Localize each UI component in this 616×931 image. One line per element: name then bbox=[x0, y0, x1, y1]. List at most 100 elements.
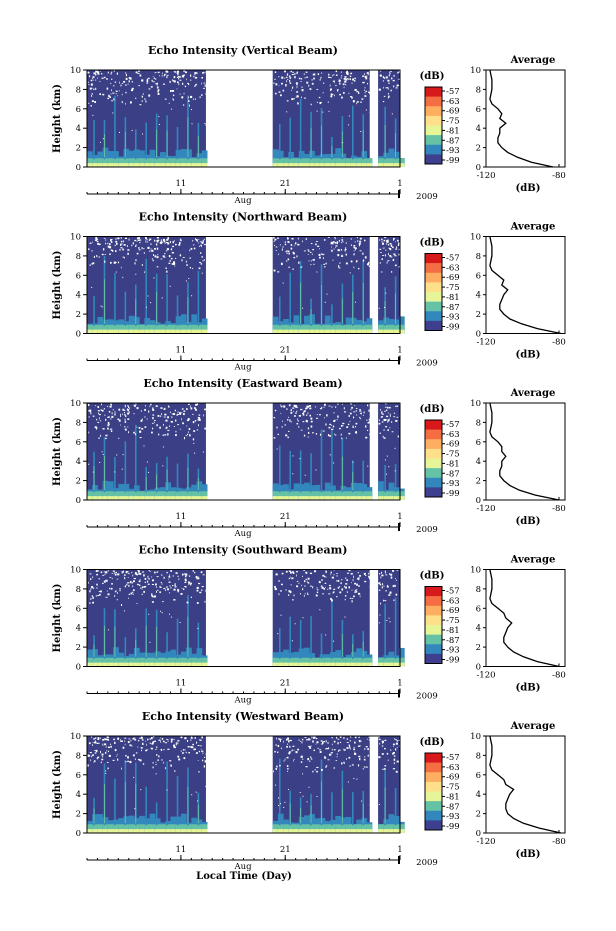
missing-data-speck bbox=[189, 104, 190, 107]
colorbar-swatch bbox=[425, 653, 442, 664]
missing-data-speck bbox=[94, 737, 97, 739]
missing-data-speck bbox=[385, 572, 387, 574]
missing-data-speck bbox=[334, 94, 335, 97]
missing-data-speck bbox=[318, 96, 321, 99]
missing-data-speck bbox=[348, 415, 350, 417]
panel-3: Echo Intensity (Eastward Beam)0246810Hei… bbox=[52, 377, 566, 539]
missing-data-speck bbox=[302, 773, 304, 775]
missing-data-speck bbox=[310, 756, 312, 758]
missing-data-speck bbox=[287, 737, 290, 740]
missing-data-speck bbox=[353, 253, 355, 256]
missing-data-speck bbox=[103, 580, 106, 583]
echo-layer-yellow bbox=[298, 829, 305, 833]
echo-layer-yellow bbox=[361, 662, 368, 667]
missing-data-speck bbox=[344, 616, 346, 618]
missing-data-speck bbox=[122, 408, 125, 411]
missing-data-speck bbox=[168, 406, 170, 408]
missing-data-speck bbox=[97, 421, 100, 423]
missing-data-speck bbox=[181, 412, 183, 414]
missing-data-speck bbox=[124, 425, 126, 428]
echo-layer-blue bbox=[196, 481, 203, 500]
missing-data-speck bbox=[173, 261, 176, 264]
missing-data-speck bbox=[275, 246, 278, 248]
missing-data-speck bbox=[280, 262, 283, 265]
missing-data-speck bbox=[203, 71, 205, 74]
missing-data-speck bbox=[111, 100, 114, 102]
missing-data-speck bbox=[393, 599, 395, 601]
missing-data-speck bbox=[356, 260, 358, 262]
missing-data-speck bbox=[275, 573, 278, 576]
missing-data-speck bbox=[392, 768, 396, 770]
missing-data-speck bbox=[337, 403, 339, 405]
missing-data-speck bbox=[390, 256, 393, 258]
missing-data-speck bbox=[176, 77, 179, 79]
missing-data-speck bbox=[115, 240, 118, 243]
missing-data-speck bbox=[195, 84, 197, 86]
missing-data-speck bbox=[115, 571, 117, 574]
echo-streak-core bbox=[166, 469, 168, 491]
missing-data-speck bbox=[165, 767, 166, 770]
missing-data-speck bbox=[169, 411, 172, 413]
missing-data-speck bbox=[114, 591, 116, 593]
missing-data-speck bbox=[287, 236, 289, 239]
missing-data-speck bbox=[280, 94, 282, 97]
missing-data-speck bbox=[165, 426, 168, 429]
missing-data-speck bbox=[156, 576, 159, 578]
missing-data-speck bbox=[146, 239, 148, 241]
missing-data-speck bbox=[131, 572, 133, 574]
profile-frame bbox=[485, 735, 566, 834]
missing-data-speck bbox=[133, 737, 136, 739]
missing-data-speck bbox=[198, 238, 200, 240]
missing-data-speck bbox=[345, 577, 347, 579]
missing-data-speck bbox=[285, 84, 287, 85]
missing-data-speck bbox=[380, 602, 382, 605]
echo-streak-core bbox=[187, 787, 189, 824]
missing-data-speck bbox=[196, 589, 199, 592]
colorbar-swatch bbox=[425, 439, 442, 450]
missing-data-speck bbox=[135, 259, 137, 262]
missing-data-speck bbox=[351, 764, 354, 766]
missing-data-speck bbox=[189, 95, 192, 98]
missing-data-speck bbox=[326, 747, 329, 750]
missing-data-speck bbox=[354, 751, 356, 753]
echo-layer-teal bbox=[154, 657, 161, 667]
echo-layer-yellow bbox=[144, 496, 151, 500]
missing-data-speck bbox=[179, 241, 181, 245]
missing-data-speck bbox=[379, 743, 381, 745]
missing-data-speck bbox=[386, 409, 388, 412]
missing-data-speck bbox=[296, 96, 299, 98]
echo-layer-teal bbox=[139, 657, 145, 667]
missing-data-speck bbox=[205, 91, 208, 93]
colorbar-swatch bbox=[425, 282, 442, 293]
year-label: 2009 bbox=[416, 692, 438, 702]
missing-data-speck bbox=[124, 404, 126, 407]
missing-data-speck bbox=[114, 471, 116, 473]
missing-data-speck bbox=[355, 408, 358, 409]
echo-layer-blue bbox=[304, 647, 310, 667]
missing-data-speck bbox=[102, 574, 105, 576]
missing-data-speck bbox=[181, 75, 184, 78]
echo-layer-teal bbox=[345, 824, 352, 833]
y-tick-label: 0 bbox=[76, 663, 81, 673]
missing-data-speck bbox=[194, 452, 196, 454]
missing-data-speck bbox=[337, 249, 340, 252]
missing-data-speck bbox=[274, 750, 276, 753]
missing-data-speck bbox=[190, 736, 193, 739]
month-label: Aug bbox=[233, 862, 252, 872]
missing-data-speck bbox=[107, 245, 110, 248]
missing-data-speck bbox=[100, 571, 103, 574]
missing-data-speck bbox=[389, 573, 391, 575]
missing-data-speck bbox=[156, 82, 158, 85]
echo-layer-teal bbox=[191, 824, 198, 833]
missing-data-speck bbox=[339, 741, 342, 744]
echo-layer-yellow bbox=[139, 662, 145, 667]
missing-data-speck bbox=[286, 73, 289, 76]
missing-data-speck bbox=[161, 737, 164, 740]
missing-data-speck bbox=[302, 617, 304, 619]
missing-data-speck bbox=[303, 411, 305, 413]
missing-data-speck bbox=[87, 764, 89, 767]
echo-layer-teal bbox=[335, 491, 342, 500]
missing-data-speck bbox=[275, 744, 277, 746]
missing-data-speck bbox=[144, 236, 147, 239]
missing-data-speck bbox=[115, 271, 117, 273]
